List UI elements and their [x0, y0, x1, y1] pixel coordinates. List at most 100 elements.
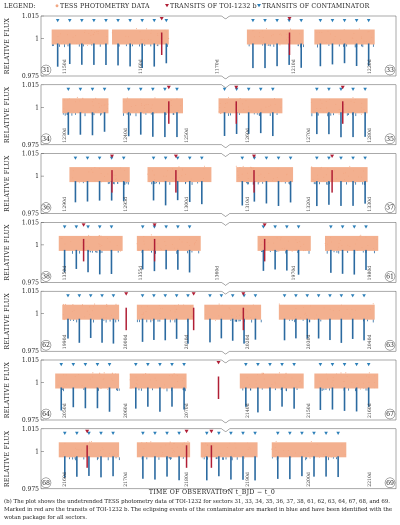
photometry-point — [150, 39, 152, 41]
photometry-point — [225, 457, 227, 460]
photometry-point — [84, 316, 86, 318]
photometry-point — [303, 250, 305, 252]
photometry-point — [349, 246, 351, 248]
contaminator-transit-marker — [351, 156, 355, 160]
photometry-point — [361, 102, 363, 104]
photometry-point — [64, 243, 66, 245]
contaminator-transit-marker — [327, 156, 331, 160]
sector-label-left: 62 — [42, 342, 50, 349]
photometry-point — [174, 305, 176, 307]
photometry-segment — [136, 431, 191, 481]
photometry-point — [75, 113, 76, 115]
photometry-point — [334, 169, 336, 171]
photometry-point — [246, 317, 248, 319]
photometry-point — [190, 306, 192, 308]
photometry-point — [276, 177, 278, 179]
contaminator-transit-marker — [141, 431, 145, 435]
photometry-point — [315, 182, 317, 185]
photometry-point — [101, 244, 103, 246]
photometry-point — [172, 177, 174, 179]
sector-label-right: 33 — [386, 67, 394, 74]
photometry-point — [246, 182, 247, 184]
photometry-point — [198, 250, 200, 254]
photometry-point — [235, 447, 237, 449]
photometry-point — [61, 388, 63, 391]
contaminator-transit-marker — [258, 87, 263, 91]
photometry-point — [158, 41, 160, 43]
photometry-point — [347, 175, 349, 177]
photometry-point — [366, 375, 368, 377]
photometry-point — [173, 373, 175, 375]
photometry-point — [338, 309, 340, 311]
photometry-band — [136, 235, 201, 251]
photometry-point — [205, 314, 207, 316]
photometry-point — [321, 102, 323, 104]
photometry-point — [224, 103, 226, 105]
contaminator-transit-marker — [55, 19, 60, 23]
photometry-point — [352, 97, 354, 99]
photometry-point — [352, 37, 354, 39]
photometry-point — [94, 179, 96, 181]
photometry-point — [157, 33, 159, 35]
photometry-point — [63, 41, 65, 43]
photometry-point — [91, 101, 93, 103]
photometry-point — [348, 110, 350, 112]
photometry-point — [362, 44, 364, 48]
photometry-point — [59, 455, 61, 457]
photometry-point — [363, 170, 365, 172]
photometry-point — [274, 388, 276, 391]
photometry-point — [228, 96, 230, 98]
photometry-point — [59, 44, 60, 47]
sector-label-right: 37 — [386, 205, 394, 212]
photometry-point — [262, 182, 264, 184]
photometry-point — [97, 33, 99, 35]
sector-badge — [384, 64, 396, 76]
photometry-point — [118, 457, 120, 461]
photometry-point — [255, 383, 257, 385]
photometry-point — [219, 102, 221, 104]
x-date-label: 1250d — [184, 128, 190, 143]
sector-panel: RELATIVE FLUX 0.975 1 1.015 31 33 1150d 1160d 11… — [4, 13, 397, 80]
photometry-point — [270, 104, 272, 106]
contaminator-transit-marker — [292, 363, 296, 367]
contaminator-transit-marker — [175, 156, 180, 160]
photometry-point — [333, 171, 335, 173]
photometry-point — [372, 303, 374, 305]
photometry-point — [269, 250, 271, 253]
photometry-point — [170, 105, 172, 107]
photometry-point — [81, 42, 83, 44]
photometry-point — [129, 374, 131, 376]
photometry-band — [278, 304, 375, 320]
contaminator-transit-marker — [316, 294, 321, 298]
photometry-point — [92, 372, 94, 374]
photometry-point — [65, 303, 67, 305]
panel-frame — [40, 84, 397, 149]
photometry-point — [67, 99, 69, 101]
photometry-point — [274, 103, 276, 105]
contaminator-transit-marker — [273, 225, 277, 229]
photometry-point — [98, 102, 100, 104]
photometry-point — [181, 380, 183, 382]
x-date-label: 1300d — [184, 197, 190, 212]
x-date-label: 1210d — [291, 59, 297, 74]
photometry-point — [316, 32, 318, 34]
y-axis-label: RELATIVE FLUX — [4, 361, 11, 418]
photometry-point — [249, 166, 251, 168]
photometry-point — [325, 453, 327, 455]
photometry-point — [250, 317, 252, 319]
y-axis-label: RELATIVE FLUX — [4, 430, 11, 487]
photometry-point — [90, 113, 92, 115]
photometry-point — [174, 319, 176, 323]
photometry-point — [355, 99, 357, 101]
photometry-point — [100, 388, 102, 390]
photometry-point — [332, 380, 334, 382]
photometry-point — [116, 178, 118, 180]
photometry-point — [360, 234, 362, 236]
photometry-point — [158, 457, 160, 460]
photometry-point — [218, 111, 220, 113]
contaminator-transit-marker — [362, 294, 366, 298]
photometry-point — [74, 35, 76, 37]
photometry-point — [246, 377, 248, 379]
contaminator-transit-marker — [186, 294, 190, 298]
contaminator-transit-marker — [366, 19, 371, 23]
